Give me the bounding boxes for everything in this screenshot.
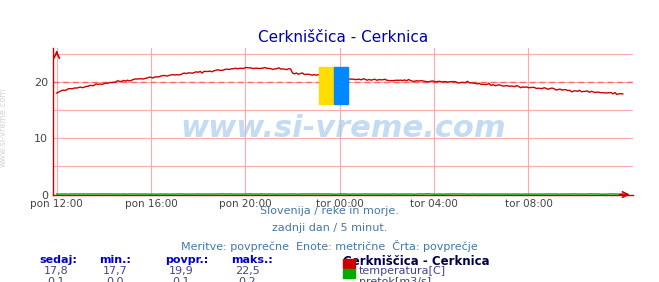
- Text: 19,9: 19,9: [169, 266, 194, 276]
- Text: zadnji dan / 5 minut.: zadnji dan / 5 minut.: [272, 223, 387, 233]
- Text: povpr.:: povpr.:: [165, 255, 208, 265]
- Text: www.si-vreme.com: www.si-vreme.com: [0, 87, 8, 167]
- Text: sedaj:: sedaj:: [40, 255, 77, 265]
- Text: 17,7: 17,7: [103, 266, 128, 276]
- Text: Meritve: povprečne  Enote: metrične  Črta: povprečje: Meritve: povprečne Enote: metrične Črta:…: [181, 240, 478, 252]
- Text: 17,8: 17,8: [43, 266, 69, 276]
- Text: 0,0: 0,0: [107, 277, 124, 282]
- Text: pretok[m3/s]: pretok[m3/s]: [359, 277, 431, 282]
- Text: Cerkniščica - Cerknica: Cerkniščica - Cerknica: [343, 255, 489, 268]
- Text: Slovenija / reke in morje.: Slovenija / reke in morje.: [260, 206, 399, 216]
- Text: www.si-vreme.com: www.si-vreme.com: [180, 114, 505, 143]
- Text: 0,1: 0,1: [47, 277, 65, 282]
- Title: Cerkniščica - Cerknica: Cerkniščica - Cerknica: [258, 30, 428, 45]
- Text: 0,2: 0,2: [239, 277, 256, 282]
- Text: min.:: min.:: [99, 255, 130, 265]
- Bar: [320, 67, 334, 104]
- Text: maks.:: maks.:: [231, 255, 272, 265]
- Text: 22,5: 22,5: [235, 266, 260, 276]
- Bar: [334, 67, 349, 104]
- Text: temperatura[C]: temperatura[C]: [359, 266, 446, 276]
- Text: 0,1: 0,1: [173, 277, 190, 282]
